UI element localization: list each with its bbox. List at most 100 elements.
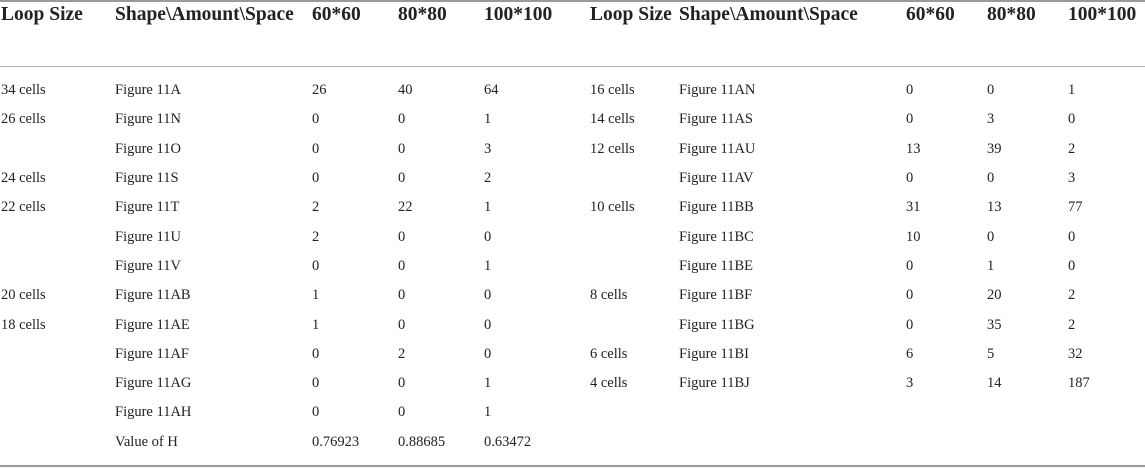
header-100x100: 100*100 (484, 4, 553, 25)
cell-value-60x60: 2 (312, 199, 320, 216)
cell-value-80x80-right: 35 (987, 316, 1002, 333)
cell-value-80x80-right (986, 398, 1067, 427)
header-shape-amount-space-right: Shape\Amount\Space (679, 4, 858, 25)
cell-value-100x100-right: 2 (1068, 287, 1076, 304)
cell-loop-size: 22 cells (1, 199, 46, 216)
cell-value-80x80-right: 3 (987, 111, 995, 128)
cell-value-100x100-right: 187 (1068, 375, 1090, 392)
cell-value-80x80-right: 0 (987, 170, 995, 187)
loop-shape-table: Loop Size Shape\Amount\Space 60*60 80*80… (0, 0, 1145, 457)
cell-value-80x80: 0 (398, 375, 406, 392)
cell-value-60x60-right: 0 (906, 257, 914, 274)
cell-loop-size (0, 135, 114, 164)
cell-shape-right: Figure 11BI (679, 345, 749, 362)
cell-loop-size-right (589, 310, 678, 339)
cell-value-60x60: 0 (312, 111, 320, 128)
header-row: Loop Size Shape\Amount\Space 60*60 80*80… (0, 0, 1145, 63)
cell-value-80x80: 0 (398, 140, 406, 157)
cell-value-100x100-right: 0 (1068, 228, 1076, 245)
cell-loop-size-right: 10 cells (590, 199, 635, 216)
cell-value-80x80-right: 14 (987, 375, 1002, 392)
header-loop-size: Loop Size (1, 4, 83, 25)
cell-loop-size (0, 222, 114, 251)
cell-value-60x60-right: 0 (906, 287, 914, 304)
table-row: Figure 11AG 0 0 1 4 cells Figure 11BJ 3 14 187 (0, 369, 1145, 398)
cell-value-80x80: 22 (398, 199, 413, 216)
cell-shape: Figure 11AG (115, 375, 192, 392)
cell-shape-right: Figure 11BB (679, 199, 754, 216)
cell-value-80x80-right: 20 (987, 287, 1002, 304)
cell-value-100x100-right: 1 (1068, 82, 1076, 99)
cell-value-80x80: 0 (398, 170, 406, 187)
cell-value-60x60-right: 31 (906, 199, 921, 216)
cell-loop-size: 18 cells (1, 316, 46, 333)
cell-value-100x100: 1 (484, 375, 492, 392)
table-row: Figure 11O 0 0 3 12 cells Figure 11AU 13 39 2 (0, 135, 1145, 164)
cell-value-100x100-right: 77 (1068, 199, 1083, 216)
table-row: Figure 11AF 0 2 0 6 cells Figure 11BI 6 5 32 (0, 340, 1145, 369)
cell-value-100x100: 1 (484, 111, 492, 128)
header-shape-amount-space: Shape\Amount\Space (115, 4, 294, 25)
cell-shape-right: Figure 11AU (679, 140, 756, 157)
cell-value-60x60-right: 0 (906, 170, 914, 187)
cell-shape: Figure 11AE (115, 316, 190, 333)
cell-value-100x100: 2 (484, 170, 492, 187)
header-80x80: 80*80 (398, 4, 447, 25)
header-100x100-right: 100*100 (1068, 4, 1137, 25)
cell-shape: Figure 11AB (115, 287, 191, 304)
cell-loop-size (0, 428, 114, 457)
table-row: 22 cells Figure 11T 2 22 1 10 cells Figure 11B… (0, 193, 1145, 222)
cell-loop-size-right (589, 398, 678, 427)
cell-loop-size (0, 369, 114, 398)
cell-shape: Value of H (115, 433, 178, 450)
cell-value-80x80: 0 (398, 257, 406, 274)
cell-value-100x100: 1 (484, 199, 492, 216)
cell-value-80x80-right: 1 (987, 257, 995, 274)
cell-value-60x60-right: 6 (906, 345, 914, 362)
cell-value-60x60-right (905, 398, 986, 427)
cell-value-60x60-right: 10 (906, 228, 921, 245)
bottom-rule (0, 465, 1145, 467)
cell-value-80x80: 0.88685 (398, 433, 446, 450)
cell-value-60x60: 2 (312, 228, 320, 245)
cell-loop-size-right: 12 cells (590, 140, 635, 157)
cell-loop-size: 26 cells (1, 111, 46, 128)
cell-shape-right: Figure 11AS (679, 111, 753, 128)
cell-value-100x100: 0 (484, 287, 492, 304)
cell-value-80x80: 0 (398, 111, 406, 128)
cell-loop-size: 34 cells (1, 82, 46, 99)
cell-shape-right: Figure 11AN (679, 82, 756, 99)
cell-value-60x60: 1 (312, 316, 320, 333)
cell-shape: Figure 11AH (115, 404, 192, 421)
cell-shape-right (678, 428, 905, 457)
cell-value-80x80-right: 0 (987, 228, 995, 245)
cell-value-80x80: 0 (398, 404, 406, 421)
cell-loop-size (0, 398, 114, 427)
cell-value-80x80-right: 0 (987, 82, 995, 99)
cell-value-100x100: 3 (484, 140, 492, 157)
cell-value-100x100-right: 2 (1068, 316, 1076, 333)
header-60x60-right: 60*60 (906, 4, 955, 25)
cell-value-60x60-right: 3 (906, 375, 914, 392)
cell-value-100x100-right (1067, 398, 1145, 427)
cell-shape-right: Figure 11AV (679, 170, 754, 187)
cell-shape-right: Figure 11BG (679, 316, 755, 333)
cell-value-80x80-right: 13 (987, 199, 1002, 216)
table-row: Figure 11U 2 0 0 Figure 11BC 10 0 0 (0, 222, 1145, 251)
cell-value-60x60: 0 (312, 375, 320, 392)
cell-shape: Figure 11T (115, 199, 180, 216)
cell-loop-size-right: 16 cells (590, 82, 635, 99)
cell-value-100x100: 64 (484, 82, 499, 99)
cell-shape-right (678, 398, 905, 427)
cell-shape: Figure 11S (115, 170, 179, 187)
header-loop-size-right: Loop Size (590, 4, 672, 25)
cell-loop-size-right (589, 252, 678, 281)
cell-value-100x100-right: 32 (1068, 345, 1083, 362)
cell-shape: Figure 11A (115, 82, 181, 99)
top-rule (0, 0, 1145, 2)
cell-value-60x60-right (905, 428, 986, 457)
cell-value-80x80: 0 (398, 316, 406, 333)
cell-value-100x100-right: 3 (1068, 170, 1076, 187)
cell-value-80x80-right: 39 (987, 140, 1002, 157)
